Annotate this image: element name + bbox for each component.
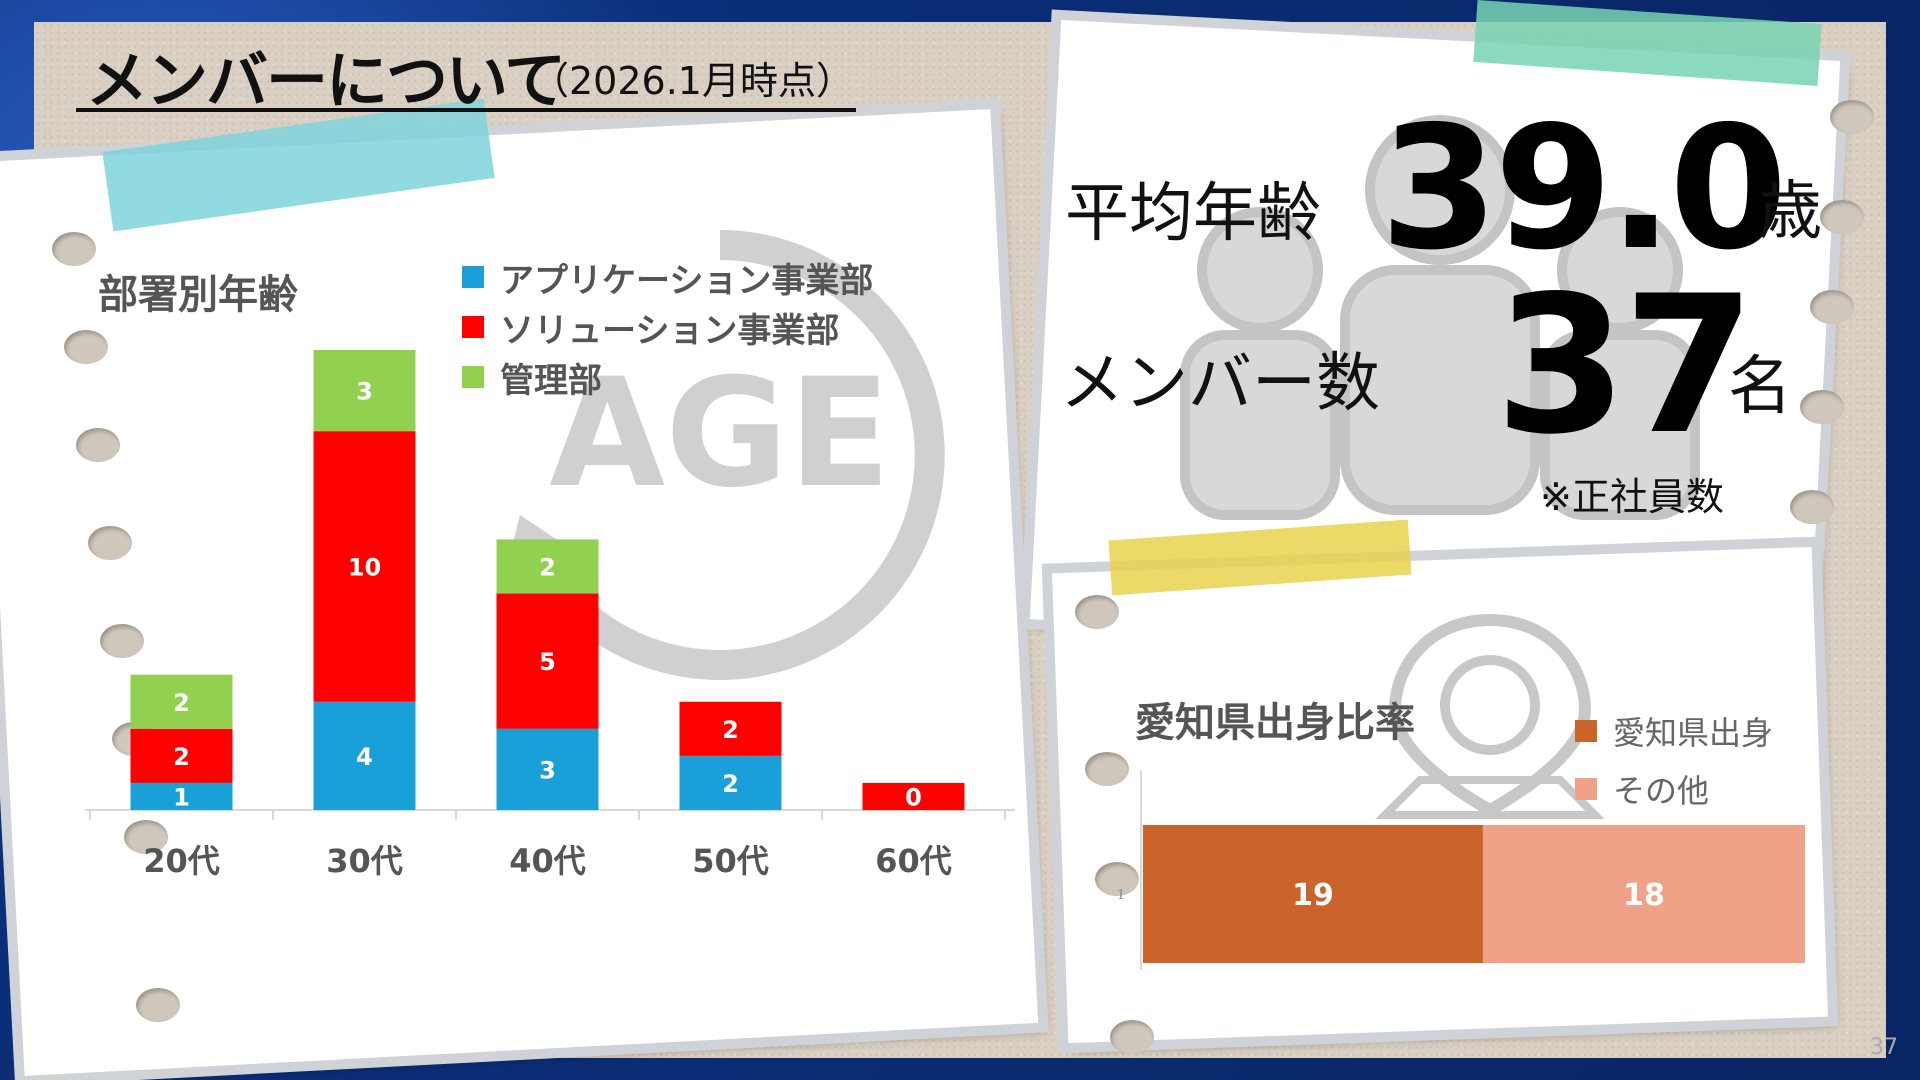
avg-age-unit: 歳 [1758,175,1822,249]
paper-hole [1085,752,1129,786]
legend-item: ソリューション事業部 [462,302,873,352]
legend-item: その他 [1575,760,1773,818]
data-label: 1 [173,783,190,811]
data-label: 2 [173,743,190,771]
paper-hole [1820,200,1864,234]
x-tick-label: 40代 [509,842,586,880]
paper-hole [1800,390,1844,424]
data-label: 18 [1623,878,1665,913]
page-number: 37 [1870,1035,1898,1060]
members-label: メンバー数 [1060,347,1380,421]
bar-segment [130,728,233,783]
bar-segment [496,593,599,729]
data-label: 2 [722,770,739,798]
page-title: メンバーについて [86,44,566,117]
legend-swatch [462,366,484,388]
legend-label: アプリケーション事業部 [500,260,874,301]
header: メンバーについて （2026.1月時点） [76,30,856,117]
bar-segment [496,539,599,594]
legend-swatch [1575,778,1597,800]
paper-hole [124,820,168,854]
legend-item: アプリケーション事業部 [462,252,873,302]
data-label: 3 [356,378,373,406]
legend-label: ソリューション事業部 [500,310,840,351]
x-tick-label: 50代 [692,842,769,880]
legend-swatch [462,266,484,288]
legend-label: 管理部 [500,360,602,401]
paper-hole [64,330,108,364]
legend-item: 愛知県出身 [1575,702,1773,760]
legend-swatch [1575,720,1597,742]
age-watermark-text: AGE [549,347,891,521]
bar-segment [496,728,599,810]
paper-hole [52,232,96,266]
aichi-chart-title: 愛知県出身比率 [1135,700,1415,746]
data-label: 2 [173,689,190,717]
paper-hole [76,428,120,462]
bar-segment [862,782,965,810]
data-label: 19 [1292,878,1334,913]
aichi-ratio-bar-chart: 1 19 18 [1117,770,1805,970]
paper-hole [1095,862,1139,896]
members-value: 37 [1495,255,1755,476]
age-stacked-bar-chart: 1 2 2 20代 4 10 3 30代 3 5 2 40代 2 2 50代 0 60代 [85,350,1015,880]
members-note: ※正社員数 [1540,475,1724,519]
data-label: 2 [539,553,556,581]
paper-hole [1075,595,1119,629]
data-label: 10 [348,553,381,581]
bar-segment [313,431,416,702]
age-chart-legend: アプリケーション事業部 ソリューション事業部 管理部 [462,252,873,402]
paper-hole [1810,290,1854,324]
legend-item: 管理部 [462,352,873,402]
age-chart-title: 部署別年齢 [98,272,298,318]
bar-segment [130,782,233,810]
location-pin-icon [1375,613,1605,819]
data-label: 3 [539,756,556,784]
paper-hole [100,624,144,658]
bar-segment [313,350,416,432]
avg-age-value: 39.0 [1380,90,1787,288]
bar-segment [313,701,416,810]
bar-segment [679,755,782,810]
x-tick-label: 60代 [875,842,952,880]
bar-segment [1143,825,1483,963]
legend-label: 愛知県出身 [1613,714,1774,752]
bar-segment [130,674,233,729]
data-label: 2 [722,716,739,744]
data-label: 0 [905,783,922,811]
x-tick-label: 30代 [326,842,403,880]
bar-segment [679,701,782,756]
legend-swatch [462,316,484,338]
x-tick-label: 20代 [143,842,220,880]
legend-label: その他 [1613,772,1710,810]
data-label: 4 [356,743,373,771]
y-tick-label: 1 [1117,888,1125,903]
paper-hole [136,988,180,1022]
data-label: 5 [539,648,556,676]
paper-hole [1830,100,1874,134]
bar-segment [1482,825,1805,963]
paper-hole [88,526,132,560]
aichi-chart-legend: 愛知県出身 その他 [1575,702,1773,818]
paper-hole [1790,490,1834,524]
people-icon [1180,115,1700,520]
paper-hole [1110,1020,1154,1054]
members-unit: 名 [1728,350,1792,424]
page-subtitle: （2026.1月時点） [531,59,854,103]
avg-age-label: 平均年齢 [1065,177,1321,251]
